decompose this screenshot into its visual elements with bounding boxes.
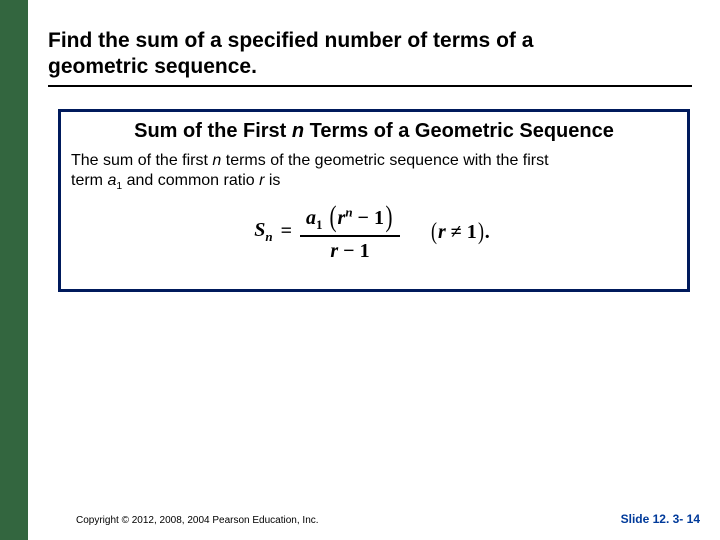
formula-condition: (r ≠ 1).: [430, 216, 490, 247]
heading-underline: [48, 85, 692, 87]
body-text-5: is: [264, 172, 280, 189]
heading-line1: Find the sum of a specified number of te…: [48, 29, 533, 52]
cond-rparen: ): [478, 217, 484, 248]
num-r-sup: n: [345, 204, 352, 219]
formula-eq: =: [281, 218, 292, 244]
fraction-bar: [300, 235, 400, 237]
formula-n-sub: n: [265, 229, 272, 244]
num-a: a: [306, 207, 316, 229]
slide: Find the sum of a specified number of te…: [0, 0, 720, 540]
cond-one: 1: [467, 221, 477, 243]
num-a-sub: 1: [316, 217, 323, 232]
body-text-1: The sum of the first: [71, 152, 212, 169]
body-text-2: terms of the geometric sequence with the…: [221, 152, 548, 169]
copyright-text: Copyright © 2012, 2008, 2004 Pearson Edu…: [76, 515, 319, 526]
box-body: The sum of the first n terms of the geom…: [61, 149, 687, 289]
formula-S: S: [254, 219, 265, 241]
den-minus1: − 1: [338, 240, 369, 262]
theorem-box: Sum of the First n Terms of a Geometric …: [58, 109, 690, 292]
formula-main: Sn = a1 (rn − 1) r − 1: [254, 200, 400, 263]
formula-fraction: a1 (rn − 1) r − 1: [300, 200, 400, 263]
body-text-4: and common ratio: [122, 172, 259, 189]
slide-heading: Find the sum of a specified number of te…: [48, 28, 692, 81]
formula-numerator: a1 (rn − 1): [300, 200, 400, 233]
body-n: n: [212, 152, 221, 169]
box-title-n: n: [292, 120, 304, 142]
formula-denominator: r − 1: [324, 239, 375, 263]
cond-neq: ≠: [446, 221, 467, 243]
body-text-3: term: [71, 172, 107, 189]
cond-r: r: [438, 221, 446, 243]
formula: Sn = a1 (rn − 1) r − 1: [71, 194, 673, 279]
num-lparen: (: [329, 202, 336, 232]
box-title-pre: Sum of the First: [134, 120, 292, 142]
slide-number: Slide 12. 3- 14: [621, 512, 700, 526]
num-minus1: − 1: [353, 207, 384, 229]
num-rparen: ): [385, 202, 392, 232]
box-title-post: Terms of a Geometric Sequence: [304, 120, 614, 142]
heading-line2: geometric sequence.: [48, 55, 257, 78]
box-title: Sum of the First n Terms of a Geometric …: [61, 112, 687, 149]
den-r: r: [330, 240, 338, 262]
cond-period: .: [485, 221, 490, 243]
cond-lparen: (: [431, 217, 437, 248]
